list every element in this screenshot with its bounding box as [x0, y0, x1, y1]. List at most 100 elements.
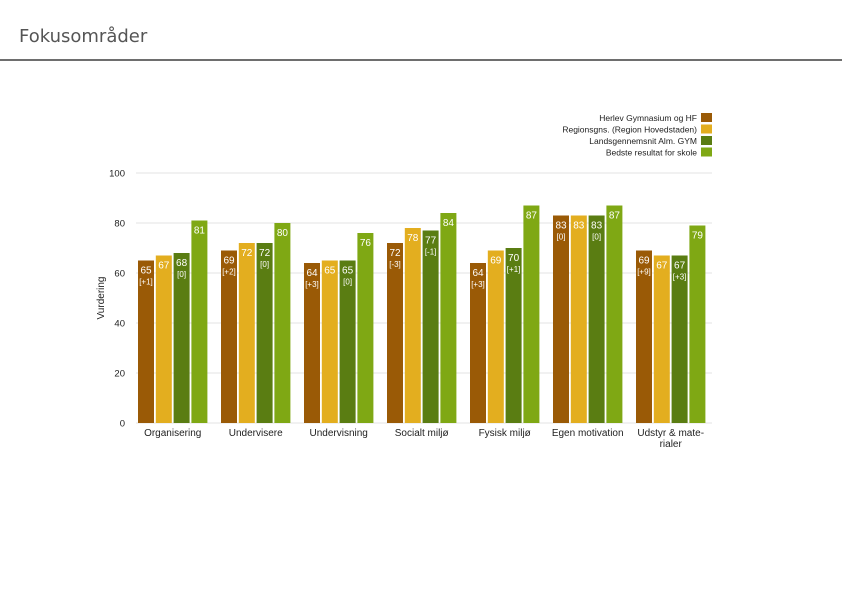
- bar-4-7: [689, 225, 706, 423]
- delta-label: [+3]: [673, 273, 687, 282]
- page-title: Fokusområder: [19, 26, 148, 47]
- delta-label: [0]: [557, 233, 566, 242]
- bar-1-1: [138, 260, 154, 423]
- bar-3-6: [588, 215, 605, 423]
- bar-2-4: [404, 228, 421, 423]
- x-tick-label: Undervisning: [310, 428, 368, 439]
- bar-2-6: [570, 215, 587, 423]
- value-label: 87: [609, 211, 621, 222]
- legend-label: Bedste resultat for skole: [606, 148, 697, 158]
- legend: Herlev Gymnasium og HF Regionsgns. (Regio…: [562, 113, 712, 158]
- legend-label: Landsgennemsnit Alm. GYM: [589, 136, 697, 146]
- x-tick-label: Socialt miljø: [395, 428, 449, 439]
- bar-3-1: [173, 253, 190, 423]
- bar-3-7: [671, 255, 688, 423]
- delta-label: [+2]: [222, 268, 236, 277]
- delta-label: [+1]: [507, 265, 521, 274]
- value-label: 83: [555, 221, 567, 232]
- y-axis-label: Vurdering: [96, 277, 107, 320]
- delta-label: [+9]: [637, 268, 651, 277]
- value-label: 67: [674, 261, 686, 272]
- bar-4-2: [274, 223, 291, 423]
- value-label: 68: [176, 258, 188, 269]
- bar-1-6: [553, 215, 569, 423]
- bar-2-1: [155, 255, 172, 423]
- value-label: 72: [241, 248, 253, 259]
- value-label: 80: [277, 228, 289, 239]
- value-label: 87: [526, 211, 538, 222]
- bar-1-3: [304, 263, 320, 423]
- x-tick-label: rialer: [660, 439, 683, 450]
- value-label: 79: [692, 231, 704, 242]
- title-divider: [0, 59, 842, 61]
- delta-label: [0]: [343, 278, 352, 287]
- bar-3-5: [505, 248, 522, 423]
- legend-swatch: [701, 136, 712, 145]
- delta-label: [+3]: [471, 280, 485, 289]
- value-label: 69: [223, 256, 235, 267]
- bars: [138, 205, 706, 423]
- value-label: 83: [573, 221, 585, 232]
- value-label: 64: [306, 268, 318, 279]
- x-tick-label: Egen motivation: [552, 428, 624, 439]
- legend-label: Herlev Gymnasium og HF: [599, 113, 697, 123]
- value-label: 65: [140, 266, 152, 277]
- value-label: 65: [342, 266, 354, 277]
- bar-2-5: [487, 250, 504, 423]
- delta-label: [+1]: [139, 278, 153, 287]
- x-tick-label: Organisering: [144, 428, 201, 439]
- legend-label: Regionsgns. (Region Hovedstaden): [562, 125, 697, 135]
- x-tick-label: Fysisk miljø: [479, 428, 531, 439]
- bar-4-1: [191, 220, 208, 423]
- value-label: 70: [508, 253, 520, 264]
- y-tick-label: 100: [109, 169, 125, 180]
- delta-label: [0]: [592, 233, 601, 242]
- value-label: 72: [259, 248, 271, 259]
- value-label: 67: [656, 261, 668, 272]
- bar-1-7: [636, 250, 652, 423]
- y-tick-label: 20: [114, 369, 125, 380]
- bar-3-3: [339, 260, 356, 423]
- bar-1-5: [470, 263, 486, 423]
- bar-1-2: [221, 250, 237, 423]
- value-label: 69: [490, 256, 502, 267]
- value-label: 64: [472, 268, 484, 279]
- x-tick-label: Udstyr & mate-: [637, 428, 704, 439]
- bar-2-2: [238, 243, 255, 423]
- value-label: 76: [360, 238, 372, 249]
- value-label: 77: [425, 236, 437, 247]
- bar-3-4: [422, 230, 439, 423]
- value-label: 84: [443, 218, 455, 229]
- axes: 0 20 40 60 80 100 Vurdering Organisering Undervi…: [96, 169, 704, 451]
- value-label: 81: [194, 226, 206, 237]
- value-label: 65: [324, 266, 336, 277]
- delta-label: [-1]: [425, 248, 437, 257]
- delta-label: [-3]: [389, 260, 401, 269]
- value-label: 83: [591, 221, 603, 232]
- y-tick-label: 80: [114, 219, 125, 230]
- value-label: 67: [158, 261, 170, 272]
- y-tick-label: 60: [114, 269, 125, 280]
- bar-2-3: [321, 260, 338, 423]
- x-tick-label: Undervisere: [229, 428, 283, 439]
- bar-1-4: [387, 243, 403, 423]
- legend-swatch: [701, 147, 712, 157]
- bar-2-7: [653, 255, 670, 423]
- bar-3-2: [256, 243, 273, 423]
- delta-label: [+3]: [305, 280, 319, 289]
- bar-4-6: [606, 205, 623, 423]
- legend-swatch: [701, 113, 712, 122]
- bar-4-4: [440, 213, 457, 423]
- bar-4-3: [357, 233, 374, 423]
- value-label: 72: [389, 248, 401, 259]
- value-label: 78: [407, 233, 419, 244]
- y-tick-label: 40: [114, 319, 125, 330]
- y-tick-label: 0: [120, 419, 125, 430]
- delta-label: [0]: [260, 260, 269, 269]
- bar-4-5: [523, 205, 540, 423]
- value-label: 69: [638, 256, 650, 267]
- delta-label: [0]: [177, 270, 186, 279]
- legend-swatch: [701, 124, 712, 134]
